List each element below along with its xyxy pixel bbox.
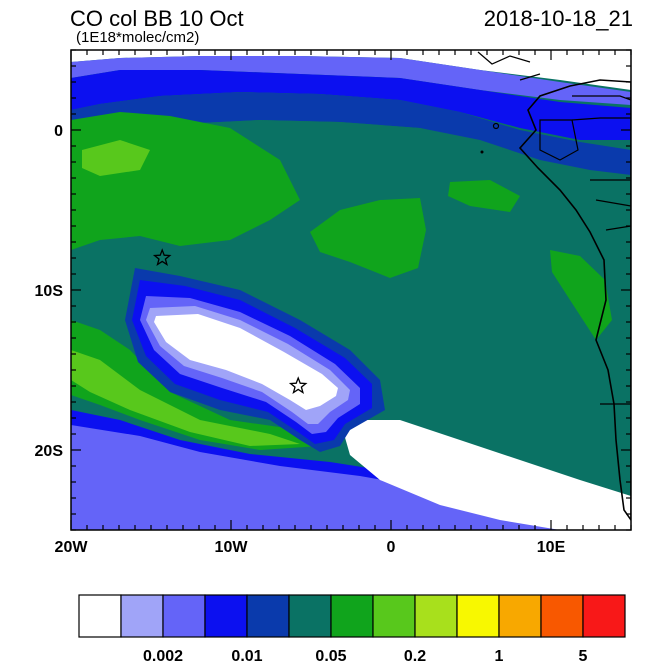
field-north-white [71,50,631,90]
x-tick-label: 20W [55,539,89,556]
colorbar-swatch [414,594,458,638]
colorbar-swatch [456,594,500,638]
hook-white-core [154,314,338,410]
colorbar-swatch [330,594,374,638]
x-tick-label: 10W [215,539,249,556]
field-north-blue [71,70,631,140]
map-subtitle: (1E18*molec/cm2) [76,29,199,46]
field-central-green [310,198,426,278]
field-ne-green [448,180,520,212]
colorbar-swatch [288,594,332,638]
island-bioko [492,122,500,130]
colorbar-swatch [120,594,164,638]
colorbar-label: 0.002 [143,648,183,665]
x-tick-label: 10E [537,539,566,556]
field-west-lightgreen [82,140,150,176]
field-sw-lightgreen [71,350,300,446]
colorbar-label: 0.2 [404,648,426,665]
colorbar-label: 0.01 [231,648,262,665]
colorbar-swatch [498,594,542,638]
colorbar-swatch [372,594,416,638]
y-tick-label: 10S [35,283,64,300]
africa-coastline [518,79,631,522]
field-east-green [550,250,612,340]
x-tick-label: 0 [387,539,396,556]
colorbar-swatch [162,594,206,638]
co-field [71,50,631,530]
map-timestamp: 2018-10-18_21 [484,6,633,31]
map-title: CO col BB 10 Oct [70,6,244,31]
island-sao-tome [480,150,484,154]
colorbar-label: 5 [579,648,588,665]
axis-labels: 20W 10W 0 10E 0 10S 20S [35,123,566,556]
star-marker-north [152,248,172,266]
country-borders [571,95,631,405]
colorbar-label: 0.05 [315,648,346,665]
colorbar-swatch [246,594,290,638]
colorbar-swatch [582,594,626,638]
colorbar-swatch [78,594,122,638]
y-tick-label: 0 [54,123,63,140]
colorbar-labels: 0.002 0.01 0.05 0.2 1 5 [143,648,588,665]
markers-layer [152,248,308,394]
y-tick-label: 20S [35,443,64,460]
colorbar [78,594,626,638]
colorbar-swatch [204,594,248,638]
field-north-dark-blue [71,92,631,175]
border-sahel [477,51,541,81]
border-west-africa [539,119,579,161]
field-south-white [340,420,631,530]
star-marker-south [288,376,308,394]
axis-ticks [70,49,632,531]
field-north-light-blue [71,56,631,105]
colorbar-label: 1 [495,648,504,665]
colorbar-swatch [540,594,584,638]
